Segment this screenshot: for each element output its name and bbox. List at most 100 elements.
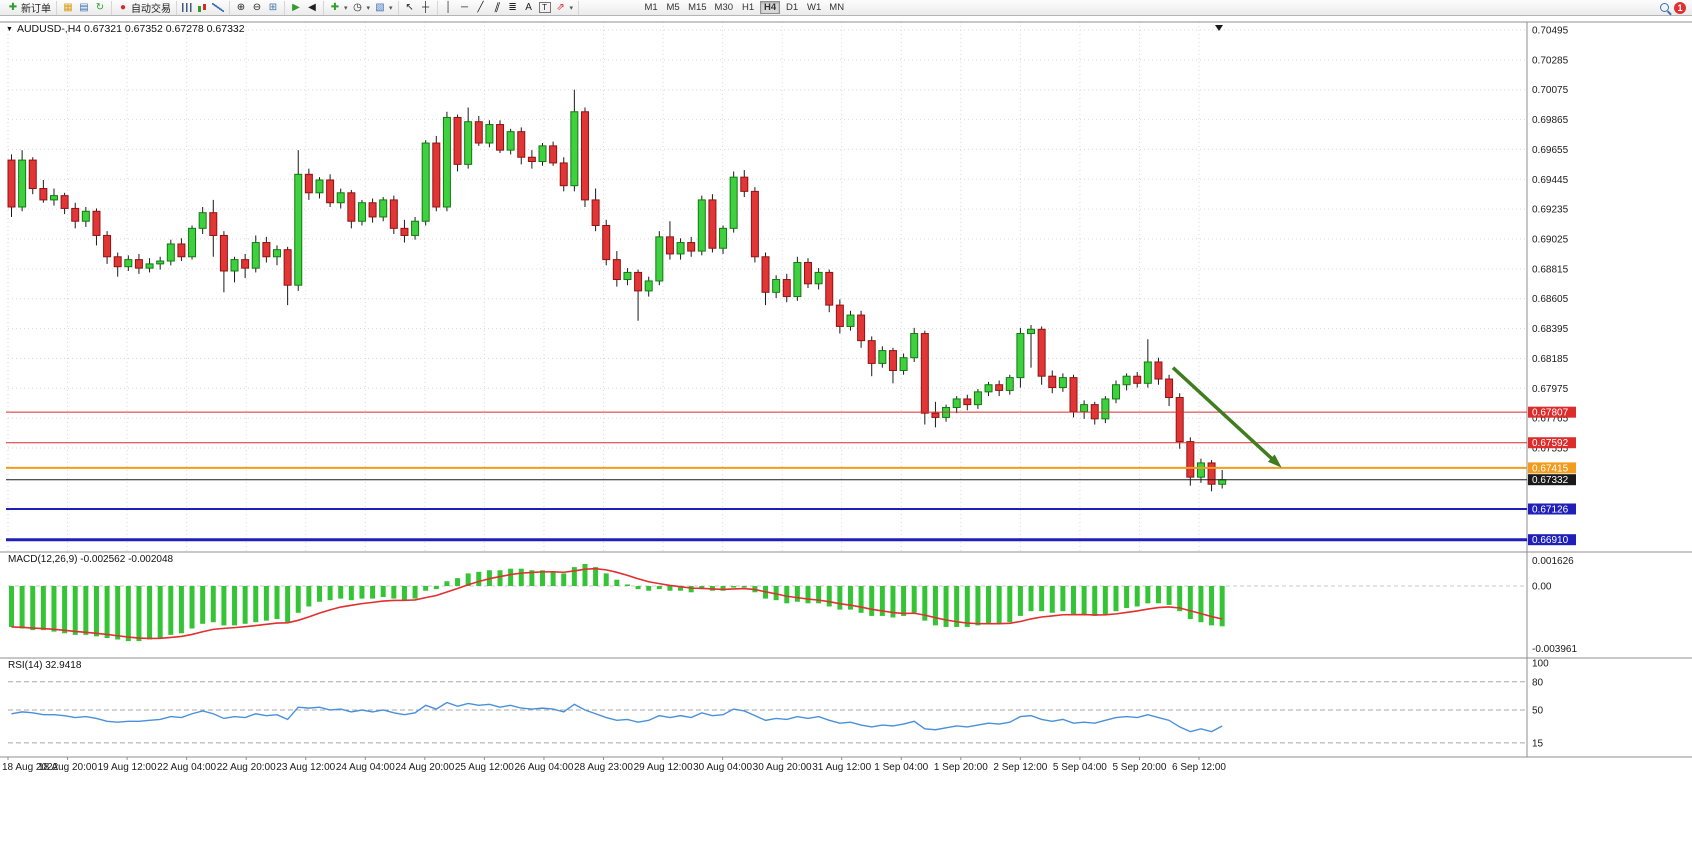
price-axis-label: 0.68185 bbox=[1532, 354, 1569, 365]
price-axis-label: 0.70075 bbox=[1532, 85, 1569, 96]
candlestick-chart-button[interactable] bbox=[195, 1, 210, 15]
price-axis-label: 0.70285 bbox=[1532, 55, 1569, 66]
time-axis-label: 29 Aug 12:00 bbox=[634, 762, 693, 773]
vertical-line-button[interactable]: │ bbox=[441, 1, 457, 15]
tile-windows-button[interactable]: ⊞ bbox=[265, 1, 281, 15]
price-badge-value: 0.66910 bbox=[1532, 535, 1569, 546]
timeframe-H1[interactable]: H1 bbox=[738, 1, 758, 14]
notification-badge[interactable]: 1 bbox=[1674, 1, 1686, 14]
timeframe-M30[interactable]: M30 bbox=[712, 1, 736, 14]
trend-arrow[interactable] bbox=[1171, 366, 1277, 463]
time-axis-label: 30 Aug 04:00 bbox=[693, 762, 752, 773]
vertical-line-icon: │ bbox=[445, 1, 452, 13]
symbol-ohlc-text: AUDUSD-,H4 0.67321 0.67352 0.67278 0.673… bbox=[16, 23, 245, 35]
cursor-button[interactable]: ↖ bbox=[402, 1, 418, 15]
time-axis-label: 30 Aug 20:00 bbox=[753, 762, 812, 773]
periods-button[interactable]: ◷ ▾ bbox=[350, 1, 373, 15]
price-axis-label: 0.67765 bbox=[1532, 414, 1569, 425]
price-axis-label: 0.69025 bbox=[1532, 234, 1569, 245]
chart-type-group bbox=[177, 0, 230, 15]
zoom-group: ⊕ ⊖ ⊞ bbox=[230, 0, 285, 15]
macd-histogram bbox=[9, 563, 1225, 642]
auto-trading-icon: ● bbox=[119, 1, 127, 13]
time-axis-label: 22 Aug 04:00 bbox=[157, 762, 216, 773]
time-axis-label: 24 Aug 04:00 bbox=[336, 762, 395, 773]
auto-scroll-button[interactable]: ▶ bbox=[288, 1, 304, 15]
market-watch-icon: ▦ bbox=[63, 1, 73, 13]
line-studies-group: │ ─ ╱ ∥ ≣ A T ⇗ ▾ bbox=[438, 0, 580, 15]
bar-chart-icon bbox=[182, 3, 193, 12]
macd-axis-label: -0.003961 bbox=[1532, 644, 1577, 655]
channel-button[interactable]: ∥ bbox=[489, 1, 505, 15]
time-axis-label: 22 Aug 20:00 bbox=[217, 762, 276, 773]
price-badge bbox=[1528, 503, 1576, 515]
panels-group: ▦ ▤ ↻ bbox=[57, 0, 112, 15]
bar-chart-button[interactable] bbox=[180, 1, 195, 15]
zoom-in-icon: ⊕ bbox=[236, 1, 246, 13]
price-badge bbox=[1528, 474, 1576, 486]
price-axis-label: 0.67975 bbox=[1532, 384, 1569, 395]
timeframe-M15[interactable]: M15 bbox=[685, 1, 709, 14]
pointer-group: ↖ ┼ bbox=[399, 0, 438, 15]
time-axis-label: 18 Aug 20:00 bbox=[38, 762, 97, 773]
trendline-button[interactable]: ╱ bbox=[473, 1, 489, 15]
search-icon[interactable] bbox=[1660, 3, 1669, 12]
autotrading-group: ● 自动交易 bbox=[112, 0, 177, 16]
horizontal-line-button[interactable]: ─ bbox=[457, 1, 473, 15]
zoom-out-button[interactable]: ⊖ bbox=[249, 1, 265, 15]
time-axis-label: 5 Sep 04:00 bbox=[1053, 762, 1107, 773]
price-badge-value: 0.67126 bbox=[1532, 504, 1569, 515]
arrows-button[interactable]: ⇗ ▾ bbox=[553, 1, 576, 15]
market-watch-button[interactable]: ▦ bbox=[60, 1, 76, 15]
timeframe-M5[interactable]: M5 bbox=[663, 1, 683, 14]
time-axis-label: 5 Sep 20:00 bbox=[1112, 762, 1166, 773]
chevron-down-icon: ▾ bbox=[366, 4, 371, 12]
time-axis-label: 18 Aug 2022 bbox=[2, 762, 59, 773]
rsi-indicator-label: RSI(14) 32.9418 bbox=[8, 660, 82, 671]
scroll-group: ▶ ◀ bbox=[285, 0, 324, 15]
candles bbox=[7, 89, 1227, 492]
new-order-button[interactable]: ✚ 新订单 bbox=[5, 1, 53, 16]
text-button[interactable]: A bbox=[521, 1, 537, 15]
price-axis-label: 0.67555 bbox=[1532, 443, 1569, 454]
grid bbox=[7, 22, 1527, 760]
chart-canvas[interactable]: 0.70495 0.70285 0.70075 0.69865 0.69655 0.694… bbox=[0, 16, 1692, 843]
auto-trading-button[interactable]: ● 自动交易 bbox=[115, 1, 173, 16]
time-axis-label: 28 Aug 23:00 bbox=[574, 762, 633, 773]
refresh-button[interactable]: ↻ bbox=[92, 1, 108, 15]
time-axis-label: 1 Sep 04:00 bbox=[874, 762, 928, 773]
tile-windows-icon: ⊞ bbox=[268, 1, 278, 13]
price-badge-value: 0.67807 bbox=[1532, 408, 1569, 419]
timeframe-W1[interactable]: W1 bbox=[804, 1, 824, 14]
refresh-icon: ↻ bbox=[95, 1, 105, 13]
fibonacci-icon: ≣ bbox=[508, 1, 517, 13]
candlestick-chart-icon bbox=[197, 2, 208, 13]
price-axis-label: 0.69865 bbox=[1532, 115, 1569, 126]
line-chart-button[interactable] bbox=[210, 1, 226, 15]
crosshair-button[interactable]: ┼ bbox=[418, 1, 434, 15]
price-axis-label: 0.69235 bbox=[1532, 205, 1569, 216]
navigator-button[interactable]: ▤ bbox=[76, 1, 92, 15]
price-axis-label: 0.68395 bbox=[1532, 324, 1569, 335]
text-label-button[interactable]: T bbox=[537, 1, 553, 15]
indicators-button[interactable]: ✚ ▾ bbox=[327, 1, 350, 15]
chart-shift-button[interactable]: ◀ bbox=[304, 1, 320, 15]
symbol-ohlc-line: ▼ AUDUSD-,H4 0.67321 0.67352 0.67278 0.6… bbox=[6, 23, 245, 35]
fibonacci-button[interactable]: ≣ bbox=[505, 1, 521, 15]
trendline-icon: ╱ bbox=[477, 1, 484, 13]
price-badge bbox=[1528, 462, 1576, 474]
zoom-in-button[interactable]: ⊕ bbox=[233, 1, 249, 15]
rsi-axis-label: 50 bbox=[1532, 706, 1544, 717]
rsi-line bbox=[11, 701, 1223, 733]
price-badge-value: 0.67415 bbox=[1532, 463, 1569, 474]
timeframe-H4[interactable]: H4 bbox=[760, 1, 781, 14]
chevron-down-icon: ▾ bbox=[344, 4, 348, 12]
timeframe-D1[interactable]: D1 bbox=[782, 1, 802, 14]
current-bar-marker-icon bbox=[1215, 25, 1223, 31]
timeframe-MN[interactable]: MN bbox=[826, 1, 847, 14]
templates-button[interactable]: ▧ ▾ bbox=[372, 1, 395, 15]
rsi-axis-label: 80 bbox=[1532, 677, 1544, 688]
timeframe-M1[interactable]: M1 bbox=[641, 1, 661, 14]
macd-axis-label: 0.001626 bbox=[1532, 556, 1574, 567]
